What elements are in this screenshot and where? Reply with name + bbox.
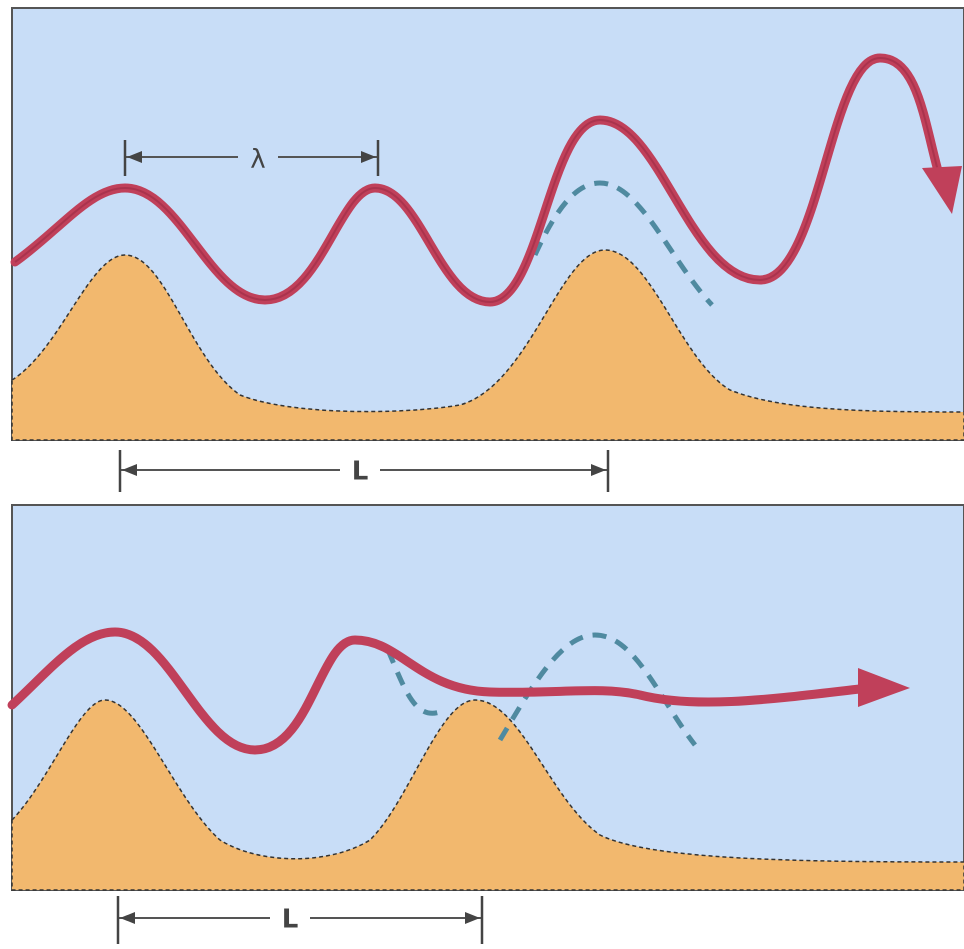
- terrain: [11, 699, 964, 891]
- dimension-arrow: [361, 151, 376, 163]
- linear-wave: [532, 180, 714, 307]
- mountain-wave: [7, 627, 873, 755]
- spacing-label: L: [352, 457, 369, 487]
- label-bg: [238, 144, 278, 172]
- bottom-panel: L: [7, 504, 964, 944]
- label-bg: [340, 455, 380, 485]
- label-bg: [270, 903, 310, 933]
- dimension-arrow: [591, 464, 606, 476]
- terrain: [11, 249, 964, 441]
- wave-shade: [14, 56, 943, 304]
- dimension-arrow: [465, 912, 480, 924]
- dimension-arrow: [122, 464, 137, 476]
- spacing-label: L: [282, 905, 299, 935]
- arrowhead: [858, 668, 910, 707]
- dimension-arrow: [127, 151, 142, 163]
- top-panel: λ L: [10, 7, 964, 492]
- wavelength-label: λ: [250, 145, 265, 175]
- arrowhead: [922, 166, 962, 214]
- dimension-arrow: [120, 912, 135, 924]
